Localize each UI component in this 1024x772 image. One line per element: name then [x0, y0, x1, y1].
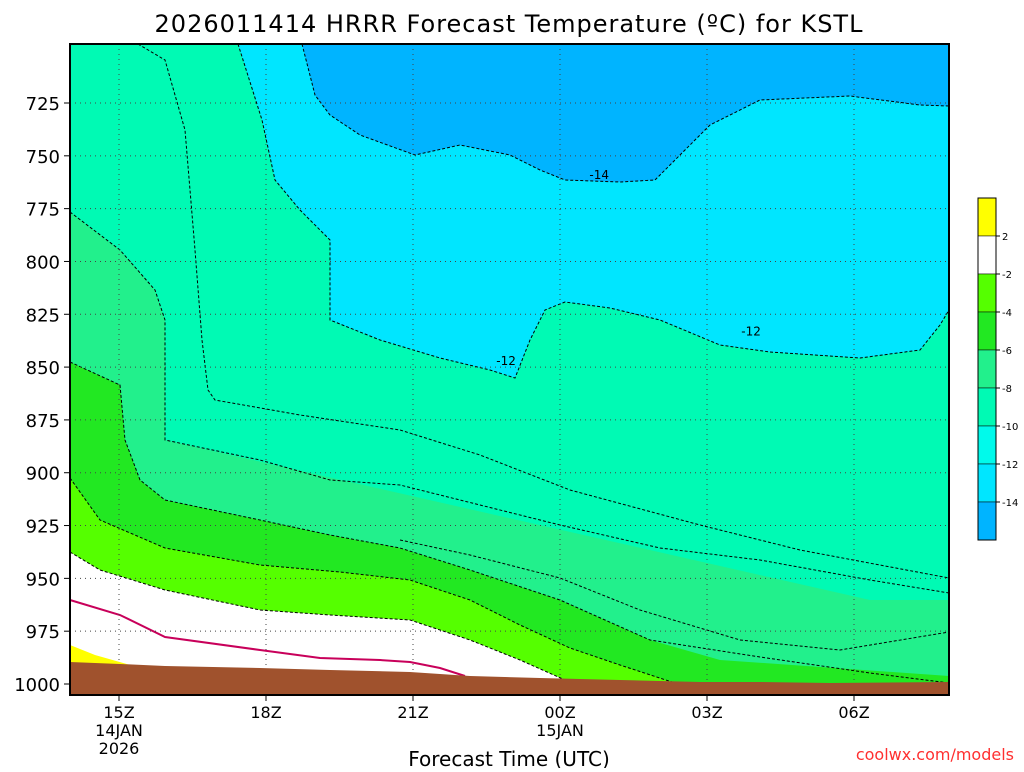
ground-fill	[70, 662, 949, 695]
freezing-line	[69, 599, 466, 677]
x-tick-label: 14JAN	[95, 721, 143, 740]
x-tick-label: 18Z	[250, 703, 281, 722]
x-tick-label: 15JAN	[536, 721, 584, 740]
grid-lines	[70, 44, 949, 695]
legend-frame	[977, 197, 997, 541]
legend-label: -14	[1002, 498, 1018, 509]
legend-swatch	[977, 311, 997, 351]
region-minus2-to-minus4	[70, 552, 565, 683]
legend-swatch	[977, 387, 997, 427]
contour-line	[237, 43, 950, 379]
y-tick-label: 950	[26, 569, 60, 590]
x-tick-label: 03Z	[691, 703, 722, 722]
legend-swatch	[977, 463, 997, 503]
contour-labels: -14 -12 -12	[496, 168, 761, 368]
chart-title: 2026011414 HRRR Forecast Temperature (ºC…	[155, 10, 864, 38]
contour-line	[69, 477, 676, 684]
legend-label: -8	[1002, 384, 1012, 395]
y-tick-label: 875	[26, 411, 60, 432]
contour-line	[69, 211, 950, 594]
contour-label: -14	[589, 168, 609, 182]
y-tick-label: 900	[26, 464, 60, 485]
plot-frame	[69, 43, 950, 696]
legend-swatch	[977, 197, 997, 237]
color-legend: 2 -2 -4 -6 -8 -10 -12 -14	[977, 197, 1018, 541]
x-tick-label: 00Z	[544, 703, 575, 722]
legend-label: -6	[1002, 346, 1012, 357]
x-tick-label: 06Z	[838, 703, 869, 722]
y-tick-label: 750	[26, 147, 60, 168]
legend-swatch	[977, 425, 997, 465]
contour-line	[69, 551, 566, 681]
x-tick-label: 15Z	[103, 703, 134, 722]
contour-line	[399, 539, 950, 651]
legend-label: -12	[1002, 460, 1018, 471]
y-tick-label: 975	[26, 622, 60, 643]
legend-swatch	[977, 349, 997, 389]
legend-swatch	[977, 235, 997, 275]
contour-line	[69, 361, 950, 684]
credit-link[interactable]: coolwx.com/models	[856, 745, 1014, 764]
y-tick-label: 1000	[14, 675, 60, 696]
legend-label: -2	[1002, 270, 1012, 281]
legend-swatch	[977, 501, 997, 541]
legend-label: -4	[1002, 308, 1012, 319]
y-tick-label: 725	[26, 94, 60, 115]
ground-terrain	[70, 662, 949, 695]
x-tick-label: 21Z	[397, 703, 428, 722]
region-above-2	[70, 645, 130, 668]
y-tick-label: 825	[26, 305, 60, 326]
legend-label: 2	[1002, 232, 1008, 243]
contour-label: -12	[741, 324, 761, 338]
y-tick-label: 925	[26, 517, 60, 538]
x-axis-title: Forecast Time (UTC)	[408, 747, 610, 768]
contour-label: -12	[496, 354, 516, 368]
contour-lines	[69, 43, 950, 684]
contour-line	[137, 43, 950, 579]
x-tick-label: 2026	[99, 739, 140, 758]
legend-label: -10	[1002, 422, 1018, 433]
y-tick-label: 800	[26, 252, 60, 273]
contour-line	[301, 43, 950, 183]
y-tick-label: 775	[26, 200, 60, 221]
plot-area	[70, 44, 949, 695]
region-below-minus14	[302, 44, 949, 182]
y-tick-label: 850	[26, 358, 60, 379]
legend-swatch	[977, 273, 997, 313]
y-axis: 725 750 775 800 825 850 875 900 925 950 975 1000	[14, 94, 70, 696]
